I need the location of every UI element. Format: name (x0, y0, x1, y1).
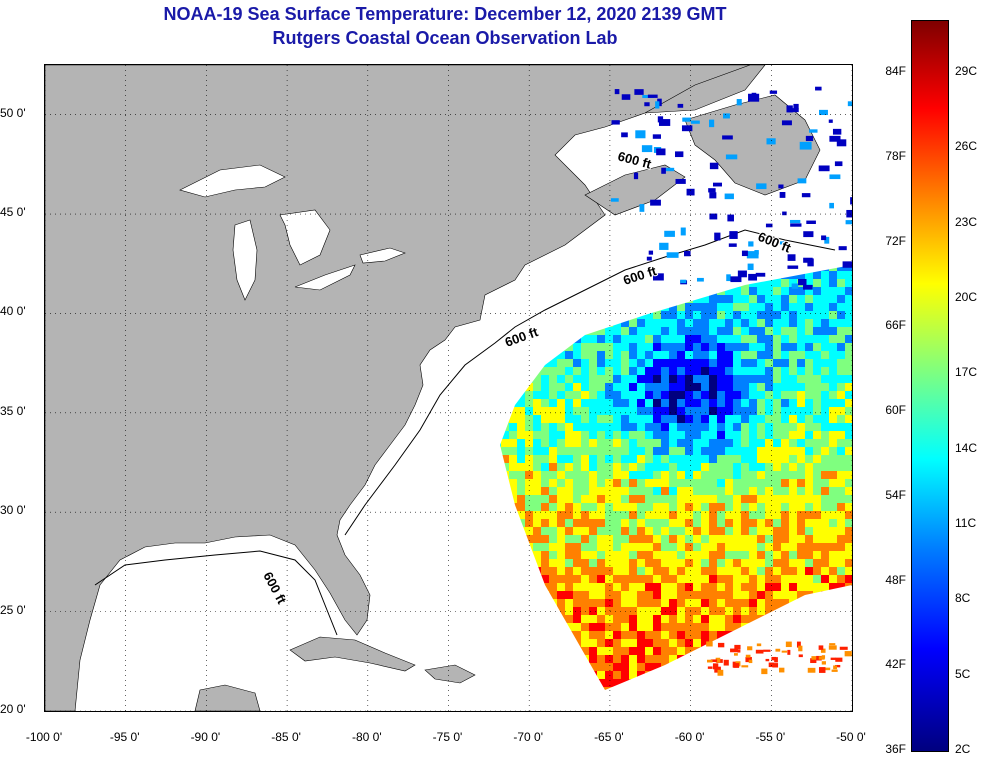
colorbar-celsius-label: 2C (955, 742, 971, 756)
latitude-label: 25 0' (0, 602, 26, 617)
colorbar-celsius-label: 11C (955, 516, 977, 530)
colorbar-fahrenheit-label: 66F (885, 318, 906, 333)
sst-swath (500, 265, 852, 690)
latitude-label: 50 0' (0, 105, 26, 120)
map-canvas: 600 ft 600 ft 600 ft 600 ft 600 ft (45, 65, 852, 711)
colorbar-celsius-label: 17C (955, 365, 978, 380)
lake-huron (279, 209, 331, 266)
sst-map: 600 ft 600 ft 600 ft 600 ft 600 ft (44, 64, 853, 712)
longitude-label: -85 0' (271, 730, 301, 744)
lake-michigan (232, 219, 258, 301)
atlantic-600ft-contour (344, 229, 836, 536)
longitude-label: -60 0' (674, 730, 705, 744)
north-america-landmass (45, 65, 751, 711)
longitude-label: -50 0' (836, 730, 866, 744)
colorbar-fahrenheit-label: 54F (885, 487, 906, 502)
lake-ontario (359, 247, 406, 264)
contour-label: 600 ft (756, 229, 794, 256)
longitude-label: -70 0' (513, 730, 544, 744)
colorbar-celsius-label: 23C (955, 214, 978, 229)
colorbar-fahrenheit-label: 72F (885, 233, 906, 248)
colorbar-fahrenheit-label: 36F (885, 742, 906, 756)
contour-label: 600 ft (621, 263, 659, 288)
latitude-label: 30 0' (0, 503, 26, 518)
colorbar-fahrenheit-label: 60F (885, 403, 906, 417)
gulf-600ft-contour (94, 550, 338, 636)
contour-label: 600 ft (260, 569, 290, 607)
map-subtitle: Rutgers Coastal Ocean Observation Lab (272, 28, 618, 48)
longitude-label: -100 0' (25, 730, 63, 744)
latitude-label: 45 0' (0, 205, 26, 220)
longitude-label: -90 0' (190, 730, 221, 744)
longitude-label: -55 0' (755, 730, 786, 744)
cuba-landmass (289, 636, 416, 672)
colorbar-celsius-label: 20C (955, 290, 978, 304)
longitude-label: -75 0' (432, 730, 463, 744)
longitude-label: -65 0' (594, 730, 624, 744)
longitude-label: -95 0' (109, 730, 140, 744)
temperature-colorbar (911, 20, 949, 752)
colorbar-celsius-label: 14C (955, 440, 978, 455)
colorbar-fahrenheit-label: 78F (885, 148, 906, 163)
latitude-label: 40 0' (0, 304, 26, 319)
colorbar-celsius-label: 5C (955, 666, 971, 681)
longitude-label: -80 0' (351, 730, 382, 744)
hispaniola-landmass (424, 664, 476, 684)
colorbar-celsius-label: 29C (955, 64, 978, 78)
colorbar-fahrenheit-label: 42F (885, 657, 906, 672)
sst-north-patches (610, 86, 852, 676)
maritimes-landmass (584, 164, 686, 216)
lake-superior (179, 164, 286, 198)
colorbar-celsius-label: 8C (955, 591, 971, 606)
latitude-label: 35 0' (0, 403, 26, 418)
contour-label: 600 ft (503, 324, 541, 350)
latitude-label: 20 0' (0, 702, 26, 716)
labrador-coast (644, 65, 766, 114)
colorbar-fahrenheit-label: 48F (885, 572, 906, 587)
lake-erie (294, 264, 356, 291)
yucatan-landmass (194, 684, 261, 711)
map-title: NOAA-19 Sea Surface Temperature: Decembe… (163, 4, 727, 24)
colorbar-fahrenheit-label: 84F (885, 64, 906, 78)
colorbar-celsius-label: 26C (955, 139, 978, 154)
